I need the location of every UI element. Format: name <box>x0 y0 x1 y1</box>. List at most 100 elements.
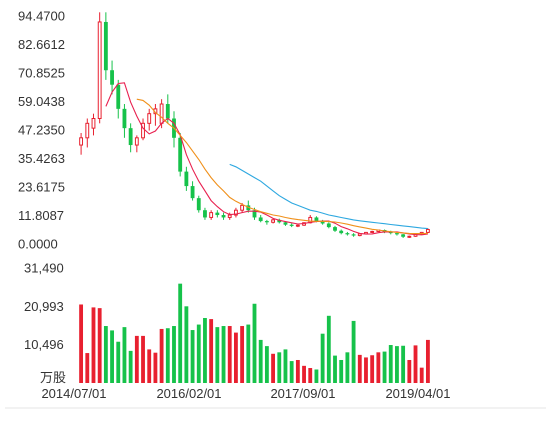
volume-bar <box>333 355 337 383</box>
candle-body <box>221 215 226 218</box>
candle-body <box>97 21 102 119</box>
candle-body <box>388 231 393 234</box>
volume-bar <box>388 345 393 383</box>
volume-bar <box>110 330 114 383</box>
volume-bar <box>413 345 418 383</box>
volume-tick-label: 10,496 <box>24 337 64 352</box>
volume-bar <box>172 326 176 383</box>
candlestick-series <box>79 12 430 238</box>
volume-bar <box>203 317 207 383</box>
volume-bar <box>122 327 127 383</box>
date-axis-labels: 2014/07/01 2016/02/01 2017/09/01 2019/04/01 <box>41 386 450 401</box>
candle-body <box>141 122 145 139</box>
volume-bar <box>128 350 133 383</box>
candle-body <box>190 186 195 199</box>
volume-bar <box>258 339 263 383</box>
volume-bar <box>79 304 84 383</box>
volume-bar <box>264 346 269 383</box>
candle-body <box>184 171 189 187</box>
volume-bar <box>147 349 152 383</box>
candle-body <box>128 128 133 146</box>
volume-bar <box>159 328 164 383</box>
candle-body <box>271 219 275 223</box>
candle-body <box>264 221 269 223</box>
candle-body <box>240 204 245 211</box>
candle-body <box>289 224 294 226</box>
volume-bar <box>209 319 214 383</box>
candle-body <box>159 103 164 124</box>
volume-bar <box>240 326 245 383</box>
moving-average-line <box>136 98 428 235</box>
volume-bar <box>370 355 375 383</box>
candle-body <box>370 230 375 233</box>
volume-bar <box>351 320 356 383</box>
volume-bar <box>283 349 288 383</box>
price-tick-label: 35.4263 <box>18 151 65 166</box>
volume-bar <box>357 354 362 383</box>
volume-bar <box>234 332 238 383</box>
volume-bar <box>376 352 381 383</box>
candle-body <box>333 227 337 231</box>
candle-body <box>351 234 356 236</box>
candle-body <box>147 113 152 124</box>
volume-bar <box>277 352 282 383</box>
volume-tick-label: 31,490 <box>24 261 64 276</box>
candle-body <box>196 198 201 211</box>
candle-body <box>252 210 257 218</box>
volume-bar <box>382 351 387 383</box>
volume-bar <box>103 326 108 383</box>
candle-body <box>401 234 406 237</box>
volume-bar <box>116 341 121 383</box>
candle-body <box>91 117 96 129</box>
volume-bar <box>407 359 412 383</box>
price-tick-label: 23.6175 <box>18 180 65 195</box>
volume-bar <box>153 352 158 383</box>
candle-body <box>215 212 220 216</box>
candle-body <box>234 209 238 216</box>
candle-body <box>134 137 139 146</box>
volume-bar <box>308 368 313 383</box>
volume-bar <box>295 359 300 383</box>
volume-bar <box>221 326 226 383</box>
volume-bar <box>91 307 96 383</box>
volume-bar <box>246 324 251 383</box>
price-tick-label: 47.2350 <box>18 123 65 138</box>
price-axis-labels: 94.4700 82.6612 70.8525 59.0438 47.2350 35.42… <box>18 9 65 252</box>
candle-body <box>227 214 232 218</box>
candle-body <box>203 210 207 218</box>
candle-body <box>407 235 412 238</box>
volume-tick-label: 20,993 <box>24 299 64 314</box>
moving-average-line <box>105 82 428 236</box>
volume-bar <box>190 330 195 383</box>
candle-body <box>110 70 114 85</box>
volume-bar <box>134 335 139 383</box>
candle-body <box>116 84 121 109</box>
volume-bars <box>79 283 430 383</box>
candle-body <box>79 137 84 146</box>
volume-axis-labels: 31,490 20,993 10,496 <box>24 261 64 353</box>
volume-bar <box>425 339 430 383</box>
candle-body <box>277 219 282 223</box>
price-tick-label: 11.8087 <box>18 208 64 223</box>
volume-bar <box>419 367 424 383</box>
date-tick-label: 2019/04/01 <box>385 386 450 401</box>
candle-body <box>295 224 300 227</box>
candle-body <box>283 222 288 225</box>
volume-bar <box>339 359 344 383</box>
moving-average-line <box>229 163 428 230</box>
price-tick-label: 82.6612 <box>18 37 65 52</box>
price-tick-label: 59.0438 <box>18 94 65 109</box>
volume-bar <box>252 303 257 383</box>
candle-body <box>209 212 214 218</box>
volume-bar <box>85 353 90 383</box>
volume-bar <box>326 315 331 383</box>
price-tick-label: 70.8525 <box>18 66 65 81</box>
date-tick-label: 2017/09/01 <box>270 386 335 401</box>
volume-bar <box>178 283 183 383</box>
date-tick-label: 2014/07/01 <box>41 386 106 401</box>
candle-body <box>326 223 331 228</box>
candle-body <box>178 137 183 172</box>
volume-bar <box>141 335 145 383</box>
volume-bar <box>184 306 189 383</box>
